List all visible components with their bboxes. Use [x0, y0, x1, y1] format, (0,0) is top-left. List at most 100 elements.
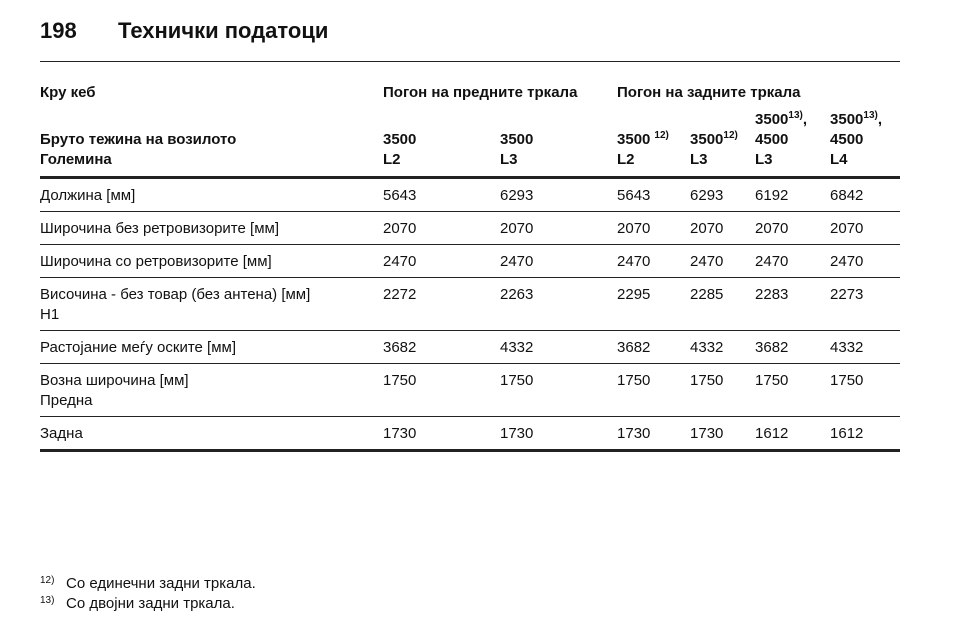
cell-value: 1750	[383, 363, 500, 417]
group-header: Кру кеб	[40, 84, 96, 101]
footnote: 13) Со двојни задни тркала.	[40, 592, 256, 612]
data-row: Растојание меѓу оските [мм] 3682 4332 3682 4…	[40, 330, 901, 364]
cell-value: 2263	[500, 277, 618, 331]
cell-value: 5643	[617, 177, 691, 212]
page-number: 198	[40, 18, 77, 43]
cell-value: 2070	[830, 211, 901, 245]
group-header: Погон на задните тркала	[617, 84, 801, 101]
weight-value: 3500	[690, 131, 724, 148]
group-header: Погон на предните тркала	[383, 84, 578, 101]
label-text: Возна широчина [мм]	[40, 372, 189, 389]
row-label: Должина [мм]	[40, 177, 383, 212]
size-value: L3	[500, 150, 618, 179]
footnote-ref: 13)	[788, 110, 803, 121]
label-text: Должина [мм]	[40, 187, 136, 204]
row-label: Возна широчина [мм] Предна	[40, 363, 383, 417]
cell-value: 1730	[617, 416, 691, 452]
cell-value: 3682	[383, 330, 500, 364]
cell-value: 3682	[617, 330, 691, 364]
weight-value: 3500	[383, 131, 417, 148]
label-text: Широчина без ретровизорите [мм]	[40, 220, 279, 237]
cell-value: 2070	[500, 211, 618, 245]
cell-value: 2470	[500, 244, 618, 278]
weight-value: 3500	[617, 131, 651, 148]
cell-value: 1612	[755, 416, 831, 452]
cell-value: 1612	[830, 416, 901, 452]
cell-value: 6293	[690, 177, 756, 212]
cell-value: 1750	[690, 363, 756, 417]
cell-value: 2272	[383, 277, 500, 331]
weight-value: 4500	[755, 131, 789, 148]
cell-value: 2273	[830, 277, 901, 331]
cell-value: 2295	[617, 277, 691, 331]
cell-value: 4332	[690, 330, 756, 364]
size-value: L3	[690, 150, 756, 179]
row-header: Големина	[40, 150, 383, 179]
cell-value: 1730	[500, 416, 618, 452]
footnotes: 12) Со единечни задни тркала. 13) Со двојни…	[40, 572, 256, 612]
footnote-ref: 12)	[654, 130, 669, 141]
cell-value: 2470	[755, 244, 831, 278]
data-row: Височина - без товар (без антена) [мм] H1…	[40, 277, 901, 331]
weight-cell: 350013), 4500	[755, 110, 830, 150]
cell-value: 1730	[690, 416, 756, 452]
group-row: Кру кеб Погон на предните тркала Погон на …	[40, 84, 900, 110]
row-label: Широчина без ретровизорите [мм]	[40, 211, 383, 245]
separator: ,	[877, 111, 883, 128]
label-text: Растојание меѓу оските [мм]	[40, 339, 236, 356]
footnote-ref: 13)	[863, 110, 878, 121]
cell-value: 5643	[383, 177, 500, 212]
cell-value: 2070	[617, 211, 691, 245]
cell-value: 2070	[690, 211, 756, 245]
row-label: Растојание меѓу оските [мм]	[40, 330, 383, 364]
cell-value: 2470	[690, 244, 756, 278]
cell-value: 2070	[755, 211, 831, 245]
cell-value: 1750	[500, 363, 618, 417]
weight-value: 3500	[830, 111, 864, 128]
weight-row: Бруто тежина на возилото 3500 3500 3500 12) 3…	[40, 110, 900, 150]
data-row: Широчина без ретровизорите [мм] 2070 2070 2…	[40, 211, 901, 245]
size-row: Големина L2 L3 L2 L3 L3 L4	[40, 150, 901, 179]
cell-value: 1750	[755, 363, 831, 417]
sublabel-text: Предна	[40, 392, 93, 409]
cell-value: 6192	[755, 177, 831, 212]
footnote-text: Со двојни задни тркала.	[66, 595, 235, 612]
weight-cell: 3500	[500, 110, 617, 150]
size-value: L4	[830, 150, 901, 179]
row-label: Широчина со ретровизорите [мм]	[40, 244, 383, 278]
footnote-mark: 13)	[40, 595, 55, 606]
cell-value: 2470	[383, 244, 500, 278]
spec-table: Кру кеб Погон на предните тркала Погон на …	[40, 84, 901, 452]
cell-value: 6842	[830, 177, 901, 212]
page-header: 198 Технички податоци	[40, 18, 900, 62]
page-title: Технички податоци	[118, 18, 329, 43]
row-label: Задна	[40, 416, 383, 452]
cell-value: 2283	[755, 277, 831, 331]
data-row: Возна широчина [мм] Предна 1750 1750 1750 175…	[40, 363, 901, 417]
separator: ,	[802, 111, 808, 128]
cell-value: 3682	[755, 330, 831, 364]
sublabel-text: H1	[40, 306, 60, 323]
weight-cell: 350013), 4500	[830, 110, 900, 150]
cell-value: 2470	[830, 244, 901, 278]
cell-value: 2285	[690, 277, 756, 331]
cell-value: 2470	[617, 244, 691, 278]
cell-value: 2070	[383, 211, 500, 245]
cell-value: 4332	[830, 330, 901, 364]
row-header: Бруто тежина на возилото	[40, 131, 237, 148]
footnote: 12) Со единечни задни тркала.	[40, 572, 256, 592]
weight-cell: 3500	[383, 110, 500, 150]
data-row: Задна 1730 1730 1730 1730 1612 1612	[40, 416, 901, 452]
footnote-text: Со единечни задни тркала.	[66, 575, 256, 592]
row-label: Височина - без товар (без антена) [мм] H1	[40, 277, 383, 331]
weight-value: 3500	[755, 111, 789, 128]
size-value: L2	[383, 150, 500, 179]
cell-value: 4332	[500, 330, 618, 364]
cell-value: 1750	[830, 363, 901, 417]
cell-value: 6293	[500, 177, 618, 212]
footnote-mark: 12)	[40, 575, 55, 586]
data-row: Широчина со ретровизорите [мм] 2470 2470 24…	[40, 244, 901, 278]
label-text: Широчина со ретровизорите [мм]	[40, 253, 272, 270]
